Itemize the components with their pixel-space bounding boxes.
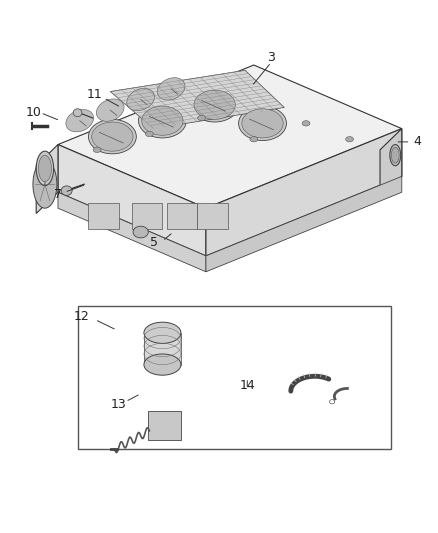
Polygon shape: [36, 144, 58, 214]
Ellipse shape: [145, 131, 153, 136]
Polygon shape: [88, 203, 119, 229]
Text: 14: 14: [240, 379, 255, 392]
Text: 5: 5: [150, 236, 158, 249]
Polygon shape: [58, 144, 206, 256]
FancyBboxPatch shape: [78, 306, 391, 449]
Ellipse shape: [39, 155, 51, 182]
Ellipse shape: [93, 147, 101, 152]
Polygon shape: [197, 203, 228, 229]
Ellipse shape: [33, 160, 57, 208]
Ellipse shape: [390, 144, 401, 166]
Text: 12: 12: [74, 310, 90, 324]
Polygon shape: [58, 192, 206, 272]
Ellipse shape: [88, 119, 136, 154]
Polygon shape: [380, 128, 402, 198]
Ellipse shape: [239, 106, 286, 141]
Text: 10: 10: [26, 106, 42, 119]
Ellipse shape: [157, 78, 185, 100]
Ellipse shape: [329, 400, 335, 404]
Polygon shape: [58, 65, 402, 208]
Ellipse shape: [133, 226, 148, 238]
Text: 4: 4: [413, 135, 421, 148]
Ellipse shape: [36, 151, 53, 185]
Polygon shape: [132, 203, 162, 229]
Ellipse shape: [61, 186, 72, 196]
Ellipse shape: [142, 106, 183, 135]
Ellipse shape: [198, 115, 205, 120]
Polygon shape: [206, 128, 402, 256]
Ellipse shape: [250, 136, 258, 142]
Ellipse shape: [242, 109, 283, 138]
Polygon shape: [110, 70, 284, 128]
Ellipse shape: [138, 103, 186, 138]
Text: 13: 13: [111, 398, 127, 411]
FancyBboxPatch shape: [148, 411, 181, 440]
Polygon shape: [167, 203, 197, 229]
Ellipse shape: [191, 87, 239, 122]
Text: 7: 7: [54, 189, 62, 201]
Ellipse shape: [144, 354, 181, 375]
Ellipse shape: [66, 109, 94, 132]
Text: 3: 3: [267, 51, 275, 63]
Ellipse shape: [346, 136, 353, 142]
Ellipse shape: [144, 322, 181, 343]
Ellipse shape: [92, 122, 133, 151]
Ellipse shape: [194, 90, 235, 119]
Ellipse shape: [127, 88, 155, 111]
Ellipse shape: [391, 147, 399, 163]
Ellipse shape: [302, 120, 310, 126]
Text: 11: 11: [87, 87, 103, 101]
Ellipse shape: [73, 109, 82, 117]
Polygon shape: [144, 333, 181, 365]
Polygon shape: [206, 176, 402, 272]
Ellipse shape: [96, 99, 124, 121]
